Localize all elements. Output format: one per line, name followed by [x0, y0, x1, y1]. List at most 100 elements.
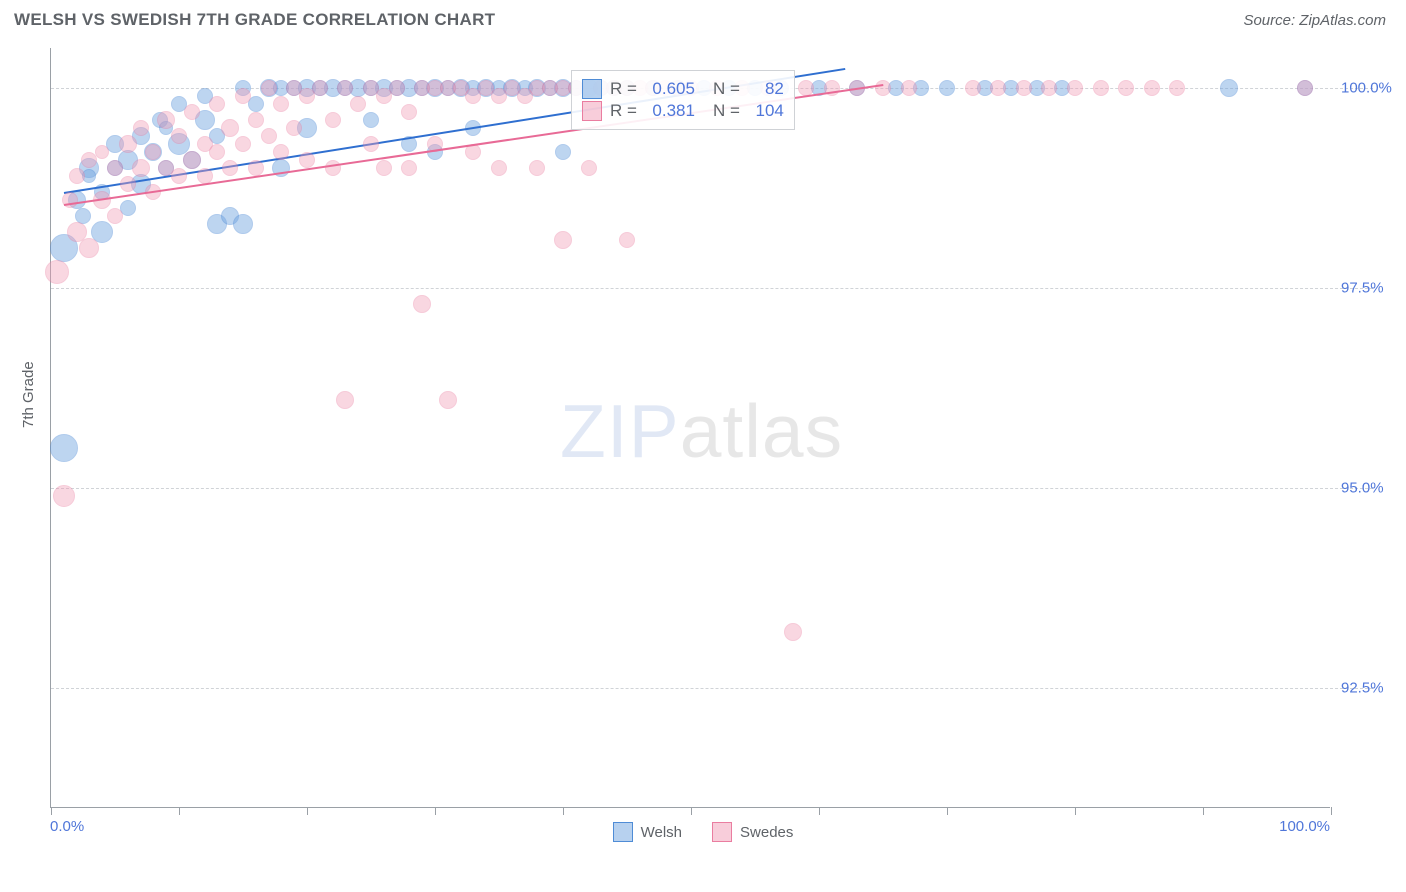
x-tick [1075, 807, 1076, 815]
scatter-point [401, 104, 417, 120]
x-tick [51, 807, 52, 815]
y-tick-label: 100.0% [1341, 80, 1392, 97]
scatter-plot: 92.5%95.0%97.5%100.0%R =0.605N =82R =0.3… [50, 48, 1330, 808]
scatter-point [171, 128, 187, 144]
gridline [51, 688, 1373, 689]
scatter-point [53, 485, 75, 507]
gridline [51, 288, 1373, 289]
x-tick [307, 807, 308, 815]
scatter-point [363, 112, 379, 128]
stats-r-value: 0.605 [645, 79, 695, 99]
stats-n-label: N = [713, 79, 740, 99]
stats-r-label: R = [610, 79, 637, 99]
scatter-point [183, 151, 201, 169]
scatter-point [413, 295, 431, 313]
scatter-point [184, 104, 200, 120]
scatter-point [1041, 80, 1057, 96]
scatter-point [50, 434, 78, 462]
scatter-point [209, 96, 225, 112]
scatter-point [965, 80, 981, 96]
scatter-point [336, 391, 354, 409]
scatter-point [325, 160, 341, 176]
scatter-point [1144, 80, 1160, 96]
scatter-point [1067, 80, 1083, 96]
stats-row: R = 0.605 N = 82 [582, 79, 784, 99]
scatter-point [235, 136, 251, 152]
scatter-point [350, 96, 366, 112]
scatter-point [171, 168, 187, 184]
scatter-point [337, 80, 353, 96]
stats-row: R = 0.381 N = 104 [582, 101, 784, 121]
scatter-point [286, 120, 302, 136]
scatter-point [439, 391, 457, 409]
scatter-point [491, 160, 507, 176]
stats-swatch [582, 79, 602, 99]
scatter-point [1169, 80, 1185, 96]
stats-r-label: R = [610, 101, 637, 121]
stats-n-value: 104 [748, 101, 784, 121]
scatter-point [1220, 79, 1238, 97]
scatter-point [619, 232, 635, 248]
x-tick [947, 807, 948, 815]
scatter-point [119, 135, 137, 153]
scatter-point [363, 136, 379, 152]
legend-label: Swedes [740, 824, 793, 841]
chart-title: WELSH VS SWEDISH 7TH GRADE CORRELATION C… [14, 10, 495, 30]
y-tick-label: 97.5% [1341, 280, 1384, 297]
stats-swatch [582, 101, 602, 121]
x-tick [179, 807, 180, 815]
stats-box: R = 0.605 N = 82 R = 0.381 N = 104 [571, 70, 795, 130]
scatter-point [939, 80, 955, 96]
stats-n-value: 82 [748, 79, 784, 99]
scatter-point [389, 80, 405, 96]
scatter-point [209, 144, 225, 160]
scatter-point [261, 80, 277, 96]
x-tick [435, 807, 436, 815]
scatter-point [376, 160, 392, 176]
scatter-point [157, 111, 175, 129]
scatter-point [529, 160, 545, 176]
x-tick [691, 807, 692, 815]
legend-swatch [712, 822, 732, 842]
gridline [51, 488, 1373, 489]
scatter-point [133, 120, 149, 136]
y-tick-label: 95.0% [1341, 480, 1384, 497]
scatter-point [120, 176, 136, 192]
scatter-point [273, 96, 289, 112]
stats-n-label: N = [713, 101, 740, 121]
scatter-point [554, 231, 572, 249]
scatter-point [784, 623, 802, 641]
scatter-point [69, 168, 85, 184]
scatter-point [1118, 80, 1134, 96]
scatter-point [132, 159, 150, 177]
x-tick [819, 807, 820, 815]
stats-r-value: 0.381 [645, 101, 695, 121]
x-tick [1331, 807, 1332, 815]
legend-item: Swedes [712, 822, 793, 842]
scatter-point [1093, 80, 1109, 96]
legend-item: Welsh [613, 822, 682, 842]
y-tick-label: 92.5% [1341, 680, 1384, 697]
scatter-point [990, 80, 1006, 96]
scatter-point [1016, 80, 1032, 96]
scatter-point [248, 160, 264, 176]
scatter-point [221, 119, 239, 137]
scatter-point [107, 208, 123, 224]
scatter-point [581, 160, 597, 176]
scatter-point [312, 80, 328, 96]
scatter-point [401, 160, 417, 176]
scatter-point [273, 144, 289, 160]
x-tick [1203, 807, 1204, 815]
scatter-point [555, 144, 571, 160]
scatter-point [145, 144, 161, 160]
chart-area: 92.5%95.0%97.5%100.0%R =0.605N =82R =0.3… [50, 48, 1330, 808]
scatter-point [261, 128, 277, 144]
y-axis-title: 7th Grade [20, 361, 37, 428]
scatter-point [45, 260, 69, 284]
legend-label: Welsh [641, 824, 682, 841]
scatter-point [79, 238, 99, 258]
scatter-point [222, 160, 238, 176]
scatter-point [1297, 80, 1313, 96]
scatter-point [299, 152, 315, 168]
scatter-point [901, 80, 917, 96]
